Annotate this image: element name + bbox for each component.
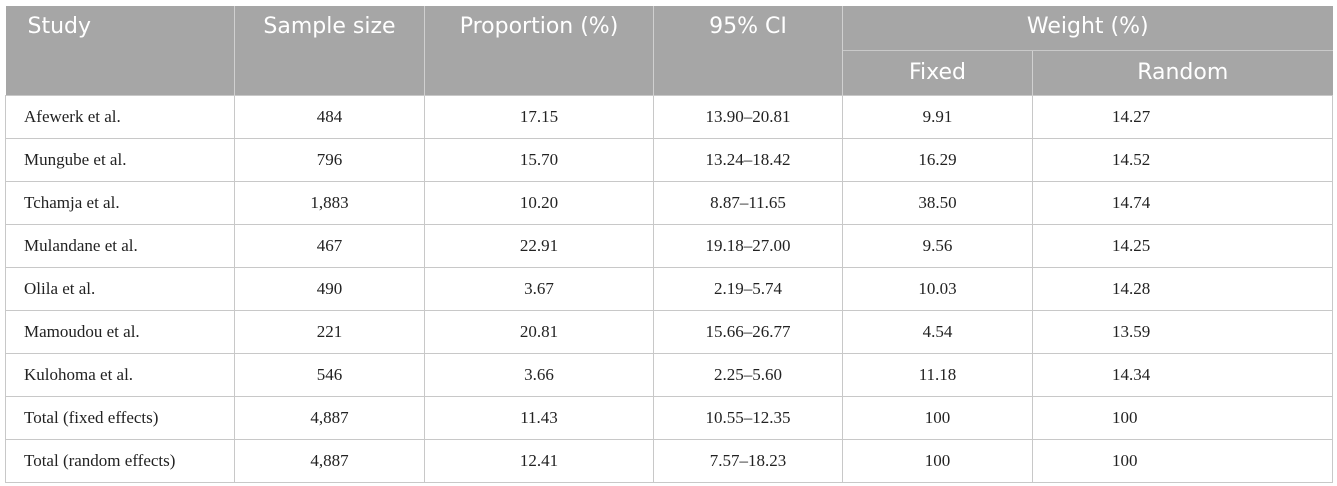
cell-sample-size: 490 <box>234 266 425 311</box>
cell-ci: 2.19–5.74 <box>653 266 843 311</box>
cell-weight-random: 14.28 <box>1032 266 1333 311</box>
cell-study: Total (random effects) <box>5 438 235 483</box>
cell-study: Olila et al. <box>5 266 235 311</box>
cell-weight-random: 14.34 <box>1032 352 1333 397</box>
cell-ci: 19.18–27.00 <box>653 223 843 268</box>
cell-study: Total (fixed effects) <box>5 395 235 440</box>
table-row: Kulohoma et al. 546 3.66 2.25–5.60 11.18… <box>5 352 1333 397</box>
table-body: Afewerk et al. 484 17.15 13.90–20.81 9.9… <box>5 94 1333 483</box>
table-row: Total (random effects) 4,887 12.41 7.57–… <box>5 438 1333 483</box>
cell-weight-fixed: 9.56 <box>842 223 1033 268</box>
table-row: Afewerk et al. 484 17.15 13.90–20.81 9.9… <box>5 94 1333 139</box>
header-proportion: Proportion (%) <box>424 6 654 95</box>
cell-study: Kulohoma et al. <box>5 352 235 397</box>
cell-ci: 8.87–11.65 <box>653 180 843 225</box>
cell-weight-fixed: 100 <box>842 395 1033 440</box>
cell-proportion: 22.91 <box>424 223 654 268</box>
cell-proportion: 11.43 <box>424 395 654 440</box>
cell-weight-fixed: 38.50 <box>842 180 1033 225</box>
table-header: Study Sample size Proportion (%) 95% CI … <box>5 6 1333 95</box>
table-row: Total (fixed effects) 4,887 11.43 10.55–… <box>5 395 1333 440</box>
cell-sample-size: 796 <box>234 137 425 182</box>
cell-proportion: 3.67 <box>424 266 654 311</box>
cell-study: Mungube et al. <box>5 137 235 182</box>
header-sample-size: Sample size <box>234 6 425 95</box>
cell-proportion: 15.70 <box>424 137 654 182</box>
header-random: Random <box>1032 50 1333 95</box>
cell-weight-fixed: 11.18 <box>842 352 1033 397</box>
cell-weight-fixed: 16.29 <box>842 137 1033 182</box>
cell-study: Afewerk et al. <box>5 94 235 139</box>
cell-weight-fixed: 4.54 <box>842 309 1033 354</box>
cell-sample-size: 467 <box>234 223 425 268</box>
cell-sample-size: 4,887 <box>234 395 425 440</box>
cell-proportion: 3.66 <box>424 352 654 397</box>
meta-analysis-table: Study Sample size Proportion (%) 95% CI … <box>5 6 1333 483</box>
cell-ci: 13.24–18.42 <box>653 137 843 182</box>
table-row: Mungube et al. 796 15.70 13.24–18.42 16.… <box>5 137 1333 182</box>
cell-sample-size: 546 <box>234 352 425 397</box>
cell-proportion: 10.20 <box>424 180 654 225</box>
cell-weight-fixed: 9.91 <box>842 94 1033 139</box>
table-row: Mamoudou et al. 221 20.81 15.66–26.77 4.… <box>5 309 1333 354</box>
header-weight: Weight (%) <box>842 6 1333 51</box>
header-study: Study <box>5 6 235 95</box>
cell-weight-random: 100 <box>1032 438 1333 483</box>
cell-ci: 10.55–12.35 <box>653 395 843 440</box>
cell-ci: 7.57–18.23 <box>653 438 843 483</box>
cell-sample-size: 221 <box>234 309 425 354</box>
cell-weight-fixed: 100 <box>842 438 1033 483</box>
cell-ci: 13.90–20.81 <box>653 94 843 139</box>
cell-weight-random: 14.27 <box>1032 94 1333 139</box>
header-fixed: Fixed <box>842 50 1033 95</box>
table-row: Mulandane et al. 467 22.91 19.18–27.00 9… <box>5 223 1333 268</box>
cell-proportion: 17.15 <box>424 94 654 139</box>
header-ci: 95% CI <box>653 6 843 95</box>
cell-weight-random: 14.74 <box>1032 180 1333 225</box>
cell-weight-fixed: 10.03 <box>842 266 1033 311</box>
table-row: Tchamja et al. 1,883 10.20 8.87–11.65 38… <box>5 180 1333 225</box>
cell-sample-size: 1,883 <box>234 180 425 225</box>
cell-proportion: 20.81 <box>424 309 654 354</box>
cell-weight-random: 100 <box>1032 395 1333 440</box>
cell-weight-random: 13.59 <box>1032 309 1333 354</box>
cell-study: Tchamja et al. <box>5 180 235 225</box>
cell-ci: 15.66–26.77 <box>653 309 843 354</box>
data-table-container: Study Sample size Proportion (%) 95% CI … <box>5 6 1333 483</box>
cell-sample-size: 4,887 <box>234 438 425 483</box>
cell-sample-size: 484 <box>234 94 425 139</box>
cell-weight-random: 14.25 <box>1032 223 1333 268</box>
cell-ci: 2.25–5.60 <box>653 352 843 397</box>
table-row: Olila et al. 490 3.67 2.19–5.74 10.03 14… <box>5 266 1333 311</box>
cell-study: Mamoudou et al. <box>5 309 235 354</box>
cell-weight-random: 14.52 <box>1032 137 1333 182</box>
cell-proportion: 12.41 <box>424 438 654 483</box>
cell-study: Mulandane et al. <box>5 223 235 268</box>
